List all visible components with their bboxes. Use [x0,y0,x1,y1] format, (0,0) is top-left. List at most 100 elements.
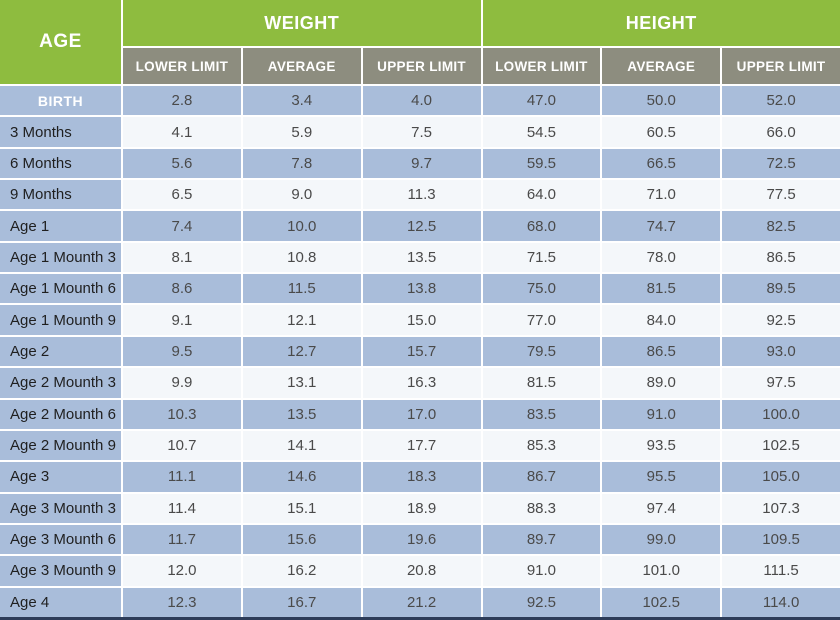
weight-value-cell: 8.6 [123,274,241,304]
height-value-cell: 60.5 [602,117,721,147]
weight-value-cell: 9.1 [123,305,241,335]
height-value-cell: 114.0 [722,587,840,617]
height-value-cell: 105.0 [722,462,840,492]
height-value-cell: 77.5 [722,180,840,210]
height-value-cell: 95.5 [602,462,721,492]
height-value-cell: 81.5 [482,368,601,398]
age-cell: 3 Months [0,117,121,147]
weight-value-cell: 20.8 [362,556,481,586]
weight-value-cell: 16.2 [242,556,361,586]
weight-value-cell: 14.1 [242,430,361,461]
height-value-cell: 78.0 [602,242,721,273]
height-value-cell: 107.3 [722,493,840,523]
weight-value-cell: 11.7 [123,524,241,555]
weight-value-cell: 11.5 [242,274,361,304]
height-value-cell: 89.5 [722,274,840,304]
weight-value-cell: 3.4 [242,86,361,116]
height-value-cell: 54.5 [482,117,601,147]
weight-value-cell: 5.9 [242,117,361,147]
age-cell: Age 2 Mounth 3 [0,368,121,398]
height-value-cell: 92.5 [482,587,601,617]
age-cell: Age 3 Mounth 6 [0,524,121,555]
weight-value-cell: 13.8 [362,274,481,304]
weight-value-cell: 4.0 [362,86,481,116]
weight-value-cell: 9.5 [123,336,241,367]
weight-value-cell: 12.7 [242,336,361,367]
height-value-cell: 101.0 [602,556,721,586]
age-cell: BIRTH [0,86,121,116]
age-cell: 6 Months [0,148,121,179]
weight-value-cell: 19.6 [362,524,481,555]
weight-value-cell: 11.1 [123,462,241,492]
age-cell: Age 2 Mounth 9 [0,430,121,461]
weight-value-cell: 14.6 [242,462,361,492]
age-column-header: AGE [0,0,121,84]
height-value-cell: 97.4 [602,493,721,523]
height-value-cell: 81.5 [602,274,721,304]
height-value-cell: 50.0 [602,86,721,116]
height-value-cell: 97.5 [722,368,840,398]
height-value-cell: 64.0 [482,180,601,210]
height-value-cell: 93.5 [602,430,721,461]
height-value-cell: 72.5 [722,148,840,179]
age-cell: Age 1 Mounth 3 [0,242,121,273]
height-value-cell: 86.5 [602,336,721,367]
height-value-cell: 71.5 [482,242,601,273]
height-value-cell: 79.5 [482,336,601,367]
weight-value-cell: 12.0 [123,556,241,586]
height-value-cell: 66.5 [602,148,721,179]
age-cell: Age 3 Mounth 9 [0,556,121,586]
weight-value-cell: 11.3 [362,180,481,210]
height-value-cell: 99.0 [602,524,721,555]
weight-value-cell: 9.7 [362,148,481,179]
age-cell: Age 1 Mounth 6 [0,274,121,304]
weight-value-cell: 15.7 [362,336,481,367]
weight-value-cell: 15.0 [362,305,481,335]
height-value-cell: 59.5 [482,148,601,179]
height-value-cell: 91.0 [482,556,601,586]
height-upper-limit-header: UPPER LIMIT [722,48,840,84]
height-value-cell: 86.5 [722,242,840,273]
weight-value-cell: 13.5 [242,399,361,429]
height-value-cell: 85.3 [482,430,601,461]
height-value-cell: 84.0 [602,305,721,335]
weight-value-cell: 18.9 [362,493,481,523]
weight-value-cell: 17.0 [362,399,481,429]
weight-value-cell: 13.5 [362,242,481,273]
weight-value-cell: 17.7 [362,430,481,461]
height-value-cell: 86.7 [482,462,601,492]
weight-value-cell: 12.1 [242,305,361,335]
height-value-cell: 83.5 [482,399,601,429]
height-lower-limit-header: LOWER LIMIT [482,48,601,84]
weight-value-cell: 6.5 [123,180,241,210]
weight-value-cell: 5.6 [123,148,241,179]
weight-value-cell: 9.0 [242,180,361,210]
weight-average-header: AVERAGE [242,48,361,84]
weight-value-cell: 10.7 [123,430,241,461]
height-value-cell: 82.5 [722,211,840,241]
weight-value-cell: 8.1 [123,242,241,273]
weight-value-cell: 15.6 [242,524,361,555]
height-value-cell: 52.0 [722,86,840,116]
height-value-cell: 100.0 [722,399,840,429]
weight-value-cell: 10.3 [123,399,241,429]
height-value-cell: 88.3 [482,493,601,523]
height-average-header: AVERAGE [602,48,721,84]
weight-value-cell: 9.9 [123,368,241,398]
height-value-cell: 92.5 [722,305,840,335]
weight-lower-limit-header: LOWER LIMIT [123,48,241,84]
height-value-cell: 47.0 [482,86,601,116]
age-cell: Age 3 [0,462,121,492]
weight-value-cell: 7.4 [123,211,241,241]
height-value-cell: 91.0 [602,399,721,429]
weight-value-cell: 21.2 [362,587,481,617]
weight-value-cell: 18.3 [362,462,481,492]
weight-upper-limit-header: UPPER LIMIT [362,48,481,84]
weight-value-cell: 13.1 [242,368,361,398]
weight-value-cell: 11.4 [123,493,241,523]
height-value-cell: 89.7 [482,524,601,555]
weight-value-cell: 2.8 [123,86,241,116]
weight-value-cell: 12.3 [123,587,241,617]
